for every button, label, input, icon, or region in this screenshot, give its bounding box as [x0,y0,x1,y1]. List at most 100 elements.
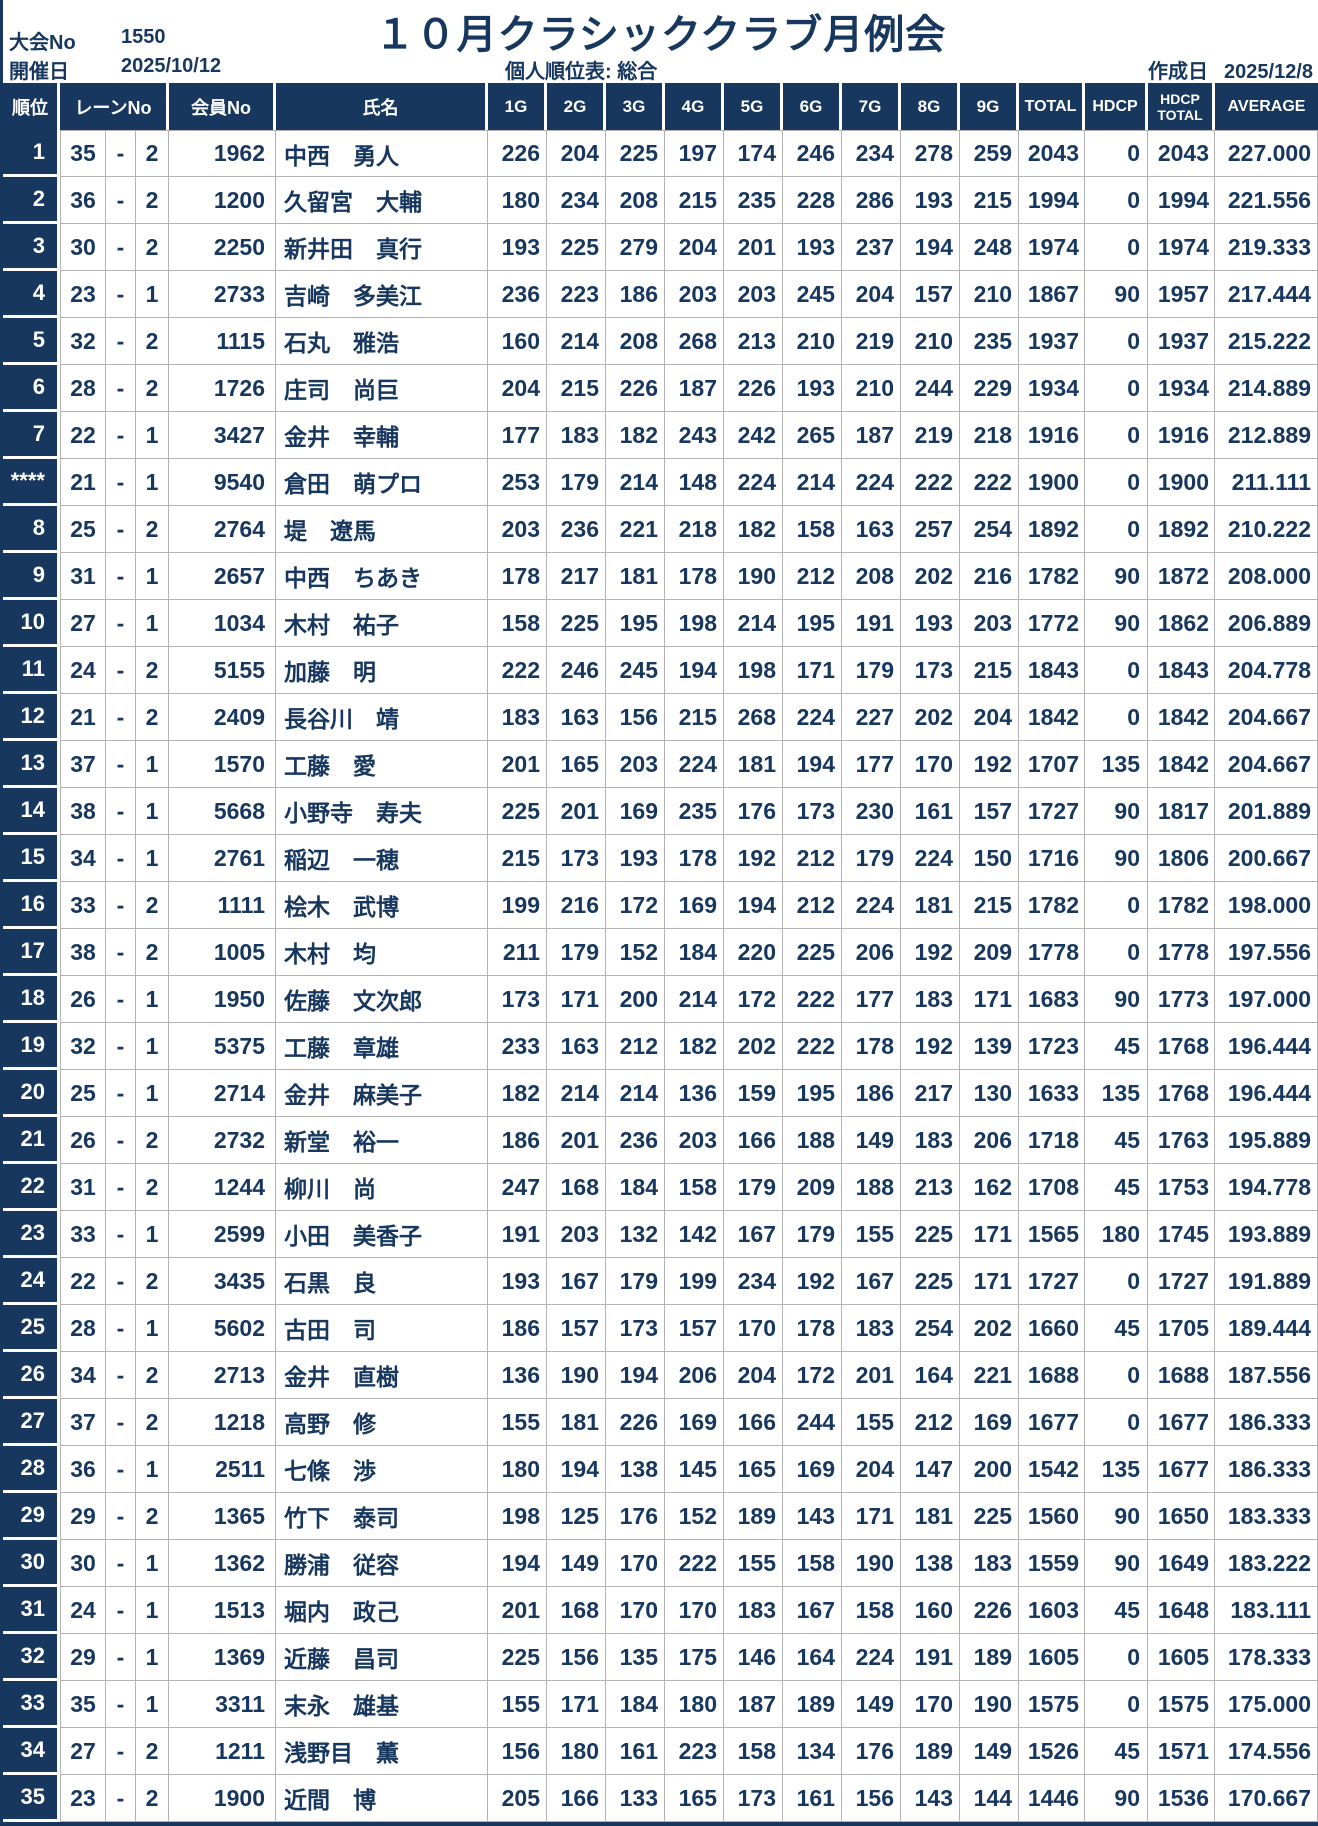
hdcp-total-cell: 1817 [1148,788,1215,835]
member-no-cell: 5602 [169,1305,276,1352]
rank-cell: 32 [3,1634,60,1681]
lane-separator-cell: - [106,600,136,647]
game-9-cell: 206 [960,1117,1019,1164]
game-2-cell: 183 [547,412,606,459]
game-3-cell: 200 [606,976,665,1023]
game-1-cell: 203 [488,506,547,553]
hdcp-cell: 0 [1085,1352,1148,1399]
total-cell: 1688 [1019,1352,1085,1399]
game-8-cell: 183 [901,1117,960,1164]
lane-sub-cell: 2 [136,1493,169,1540]
member-no-cell: 1211 [169,1728,276,1775]
table-bottom-border [3,1822,1318,1826]
hdcp-cell: 135 [1085,1446,1148,1493]
hdcp-total-cell: 1934 [1148,365,1215,412]
column-header-game-8: 8G [901,83,957,130]
game-5-cell: 268 [724,694,783,741]
game-9-cell: 144 [960,1775,1019,1822]
table-row: 20 25-1 2714 金井 麻美子 182 214 214 136 159 195 186 217… [3,1070,1318,1117]
lane-sub-cell: 2 [136,1117,169,1164]
member-no-cell: 1962 [169,130,276,177]
rank-cell: 21 [3,1117,60,1164]
game-7-cell: 208 [842,553,901,600]
total-cell: 1446 [1019,1775,1085,1822]
table-row: 33 35-1 3311 末永 雄基 155 171 184 180 187 189 149 170 1… [3,1681,1318,1728]
hdcp-cell: 0 [1085,1681,1148,1728]
game-7-cell: 224 [842,882,901,929]
game-1-cell: 186 [488,1305,547,1352]
game-3-cell: 170 [606,1540,665,1587]
game-9-cell: 189 [960,1634,1019,1681]
hdcp-cell: 90 [1085,835,1148,882]
game-3-cell: 181 [606,553,665,600]
game-2-cell: 203 [547,1211,606,1258]
game-8-cell: 257 [901,506,960,553]
game-7-cell: 230 [842,788,901,835]
game-7-cell: 163 [842,506,901,553]
game-7-cell: 204 [842,1446,901,1493]
name-cell: 庄司 尚巨 [276,365,488,412]
game-5-cell: 146 [724,1634,783,1681]
lane-sub-cell: 1 [136,788,169,835]
column-header-total: TOTAL [1019,83,1082,130]
game-7-cell: 237 [842,224,901,271]
table-row: 31 24-1 1513 堀内 政己 201 168 170 170 183 167 158 160 2… [3,1587,1318,1634]
game-5-cell: 172 [724,976,783,1023]
game-1-cell: 225 [488,1634,547,1681]
hdcp-total-cell: 1536 [1148,1775,1215,1822]
game-5-cell: 174 [724,130,783,177]
member-no-cell: 2764 [169,506,276,553]
game-1-cell: 158 [488,600,547,647]
member-no-cell: 1115 [169,318,276,365]
game-4-cell: 268 [665,318,724,365]
total-cell: 1723 [1019,1023,1085,1070]
lane-sub-cell: 2 [136,1775,169,1822]
average-cell: 227.000 [1215,130,1318,177]
lane-sub-cell: 2 [136,929,169,976]
rank-cell: 30 [3,1540,60,1587]
member-no-cell: 2250 [169,224,276,271]
rank-cell: 18 [3,976,60,1023]
hdcp-cell: 0 [1085,1634,1148,1681]
game-3-cell: 182 [606,412,665,459]
game-7-cell: 186 [842,1070,901,1117]
game-5-cell: 202 [724,1023,783,1070]
game-3-cell: 179 [606,1258,665,1305]
total-cell: 1603 [1019,1587,1085,1634]
game-8-cell: 212 [901,1399,960,1446]
lane-sub-cell: 1 [136,1446,169,1493]
game-2-cell: 217 [547,553,606,600]
hdcp-cell: 45 [1085,1023,1148,1070]
table-row: 22 31-2 1244 柳川 尚 247 168 184 158 179 209 188 213 16… [3,1164,1318,1211]
average-cell: 198.000 [1215,882,1318,929]
game-5-cell: 187 [724,1681,783,1728]
game-7-cell: 224 [842,459,901,506]
game-5-cell: 242 [724,412,783,459]
average-cell: 200.667 [1215,835,1318,882]
lane-separator-cell: - [106,976,136,1023]
game-2-cell: 225 [547,600,606,647]
member-no-cell: 1218 [169,1399,276,1446]
total-cell: 1677 [1019,1399,1085,1446]
game-9-cell: 259 [960,130,1019,177]
hdcp-cell: 0 [1085,694,1148,741]
game-6-cell: 143 [783,1493,842,1540]
game-9-cell: 235 [960,318,1019,365]
lane-sub-cell: 1 [136,271,169,318]
game-7-cell: 206 [842,929,901,976]
game-1-cell: 233 [488,1023,547,1070]
lane-sub-cell: 2 [136,1728,169,1775]
total-cell: 1542 [1019,1446,1085,1493]
game-8-cell: 210 [901,318,960,365]
game-5-cell: 224 [724,459,783,506]
game-4-cell: 194 [665,647,724,694]
game-2-cell: 167 [547,1258,606,1305]
game-4-cell: 145 [665,1446,724,1493]
member-no-cell: 1950 [169,976,276,1023]
lane-separator-cell: - [106,1023,136,1070]
game-6-cell: 225 [783,929,842,976]
game-4-cell: 169 [665,882,724,929]
lane-sub-cell: 2 [136,365,169,412]
average-cell: 204.667 [1215,694,1318,741]
